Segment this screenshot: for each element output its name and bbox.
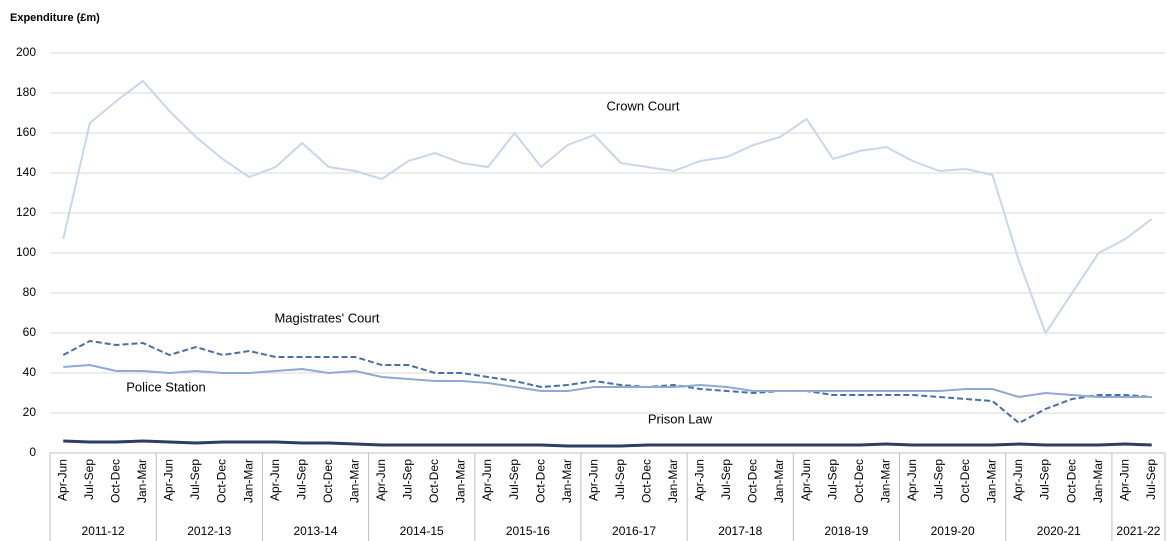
x-tick-label: Jan-Mar [772, 459, 786, 503]
x-tick-label: Apr-Jun [905, 459, 919, 501]
x-tick-label: Jan-Mar [347, 459, 361, 503]
x-tick-label: Jan-Mar [985, 459, 999, 503]
x-tick-label: Oct-Dec [215, 459, 229, 503]
x-tick-label: Jan-Mar [666, 459, 680, 503]
x-tick-label: Jan-Mar [454, 459, 468, 503]
x-tick-label: Jan-Mar [241, 459, 255, 503]
series-label: Crown Court [607, 98, 680, 113]
y-tick-label: 40 [23, 365, 37, 379]
series-line [63, 439, 1152, 448]
x-tick-label: Apr-Jun [799, 459, 813, 501]
series-line [63, 363, 1152, 399]
x-tick-label: Oct-Dec [852, 459, 866, 503]
y-tick-label: 180 [16, 85, 36, 99]
y-tick-label: 120 [16, 205, 36, 219]
x-tick-label: Jul-Sep [401, 459, 415, 500]
x-tick-label: Apr-Jun [693, 459, 707, 501]
y-tick-label: 20 [23, 405, 37, 419]
x-group-label: 2012-13 [187, 524, 231, 538]
x-tick-label: Oct-Dec [958, 459, 972, 503]
series-label: Police Station [126, 379, 206, 394]
x-group-label: 2014-15 [400, 524, 444, 538]
x-tick-label: Oct-Dec [109, 459, 123, 503]
x-tick-label: Apr-Jun [1011, 459, 1025, 501]
x-tick-label: Apr-Jun [480, 459, 494, 501]
x-tick-label: Jul-Sep [294, 459, 308, 500]
y-axis-label: Expenditure (£m) [10, 12, 100, 24]
x-tick-label: Jul-Sep [613, 459, 627, 500]
x-tick-label: Oct-Dec [533, 459, 547, 503]
x-tick-label: Apr-Jun [374, 459, 388, 501]
x-tick-label: Apr-Jun [1117, 459, 1131, 501]
series-label: Prison Law [648, 411, 713, 426]
x-tick-label: Jul-Sep [188, 459, 202, 500]
x-group-label: 2015-16 [506, 524, 550, 538]
x-tick-label: Oct-Dec [639, 459, 653, 503]
x-group-label: 2013-14 [293, 524, 337, 538]
x-tick-label: Apr-Jun [586, 459, 600, 501]
x-group-label: 2011-12 [82, 524, 125, 538]
x-tick-label: Jul-Sep [932, 459, 946, 500]
x-group-label: 2019-20 [931, 524, 975, 538]
x-tick-label: Jul-Sep [1144, 459, 1158, 500]
series-label: Magistrates' Court [274, 310, 379, 325]
x-tick-label: Oct-Dec [321, 459, 335, 503]
x-group-label: 2016-17 [612, 524, 656, 538]
x-group-label: 2017-18 [718, 524, 762, 538]
series-line [62, 79, 1153, 336]
x-tick-label: Apr-Jun [268, 459, 282, 501]
x-tick-label: Jan-Mar [1091, 459, 1105, 503]
y-tick-label: 200 [16, 45, 36, 59]
y-tick-label: 0 [29, 445, 36, 459]
x-tick-label: Jul-Sep [507, 459, 521, 500]
y-tick-label: 60 [23, 325, 37, 339]
series-line [62, 339, 1152, 425]
x-tick-label: Apr-Jun [162, 459, 176, 501]
x-group-label: 2020-21 [1037, 524, 1081, 538]
y-tick-label: 80 [23, 285, 37, 299]
y-tick-label: 140 [16, 165, 36, 179]
x-tick-label: Jan-Mar [560, 459, 574, 503]
x-tick-label: Jan-Mar [878, 459, 892, 503]
x-group-label: 2018-19 [824, 524, 868, 538]
x-tick-label: Oct-Dec [1064, 459, 1078, 503]
x-tick-label: Oct-Dec [427, 459, 441, 503]
x-tick-label: Apr-Jun [55, 459, 69, 501]
x-tick-label: Jul-Sep [719, 459, 733, 500]
x-tick-label: Oct-Dec [746, 459, 760, 503]
y-tick-label: 100 [16, 245, 36, 259]
x-tick-label: Jul-Sep [1038, 459, 1052, 500]
x-group-label: 2021-22 [1116, 524, 1160, 538]
x-tick-label: Jul-Sep [82, 459, 96, 500]
y-tick-label: 160 [16, 125, 36, 139]
x-tick-label: Jan-Mar [135, 459, 149, 503]
x-tick-label: Jul-Sep [825, 459, 839, 500]
